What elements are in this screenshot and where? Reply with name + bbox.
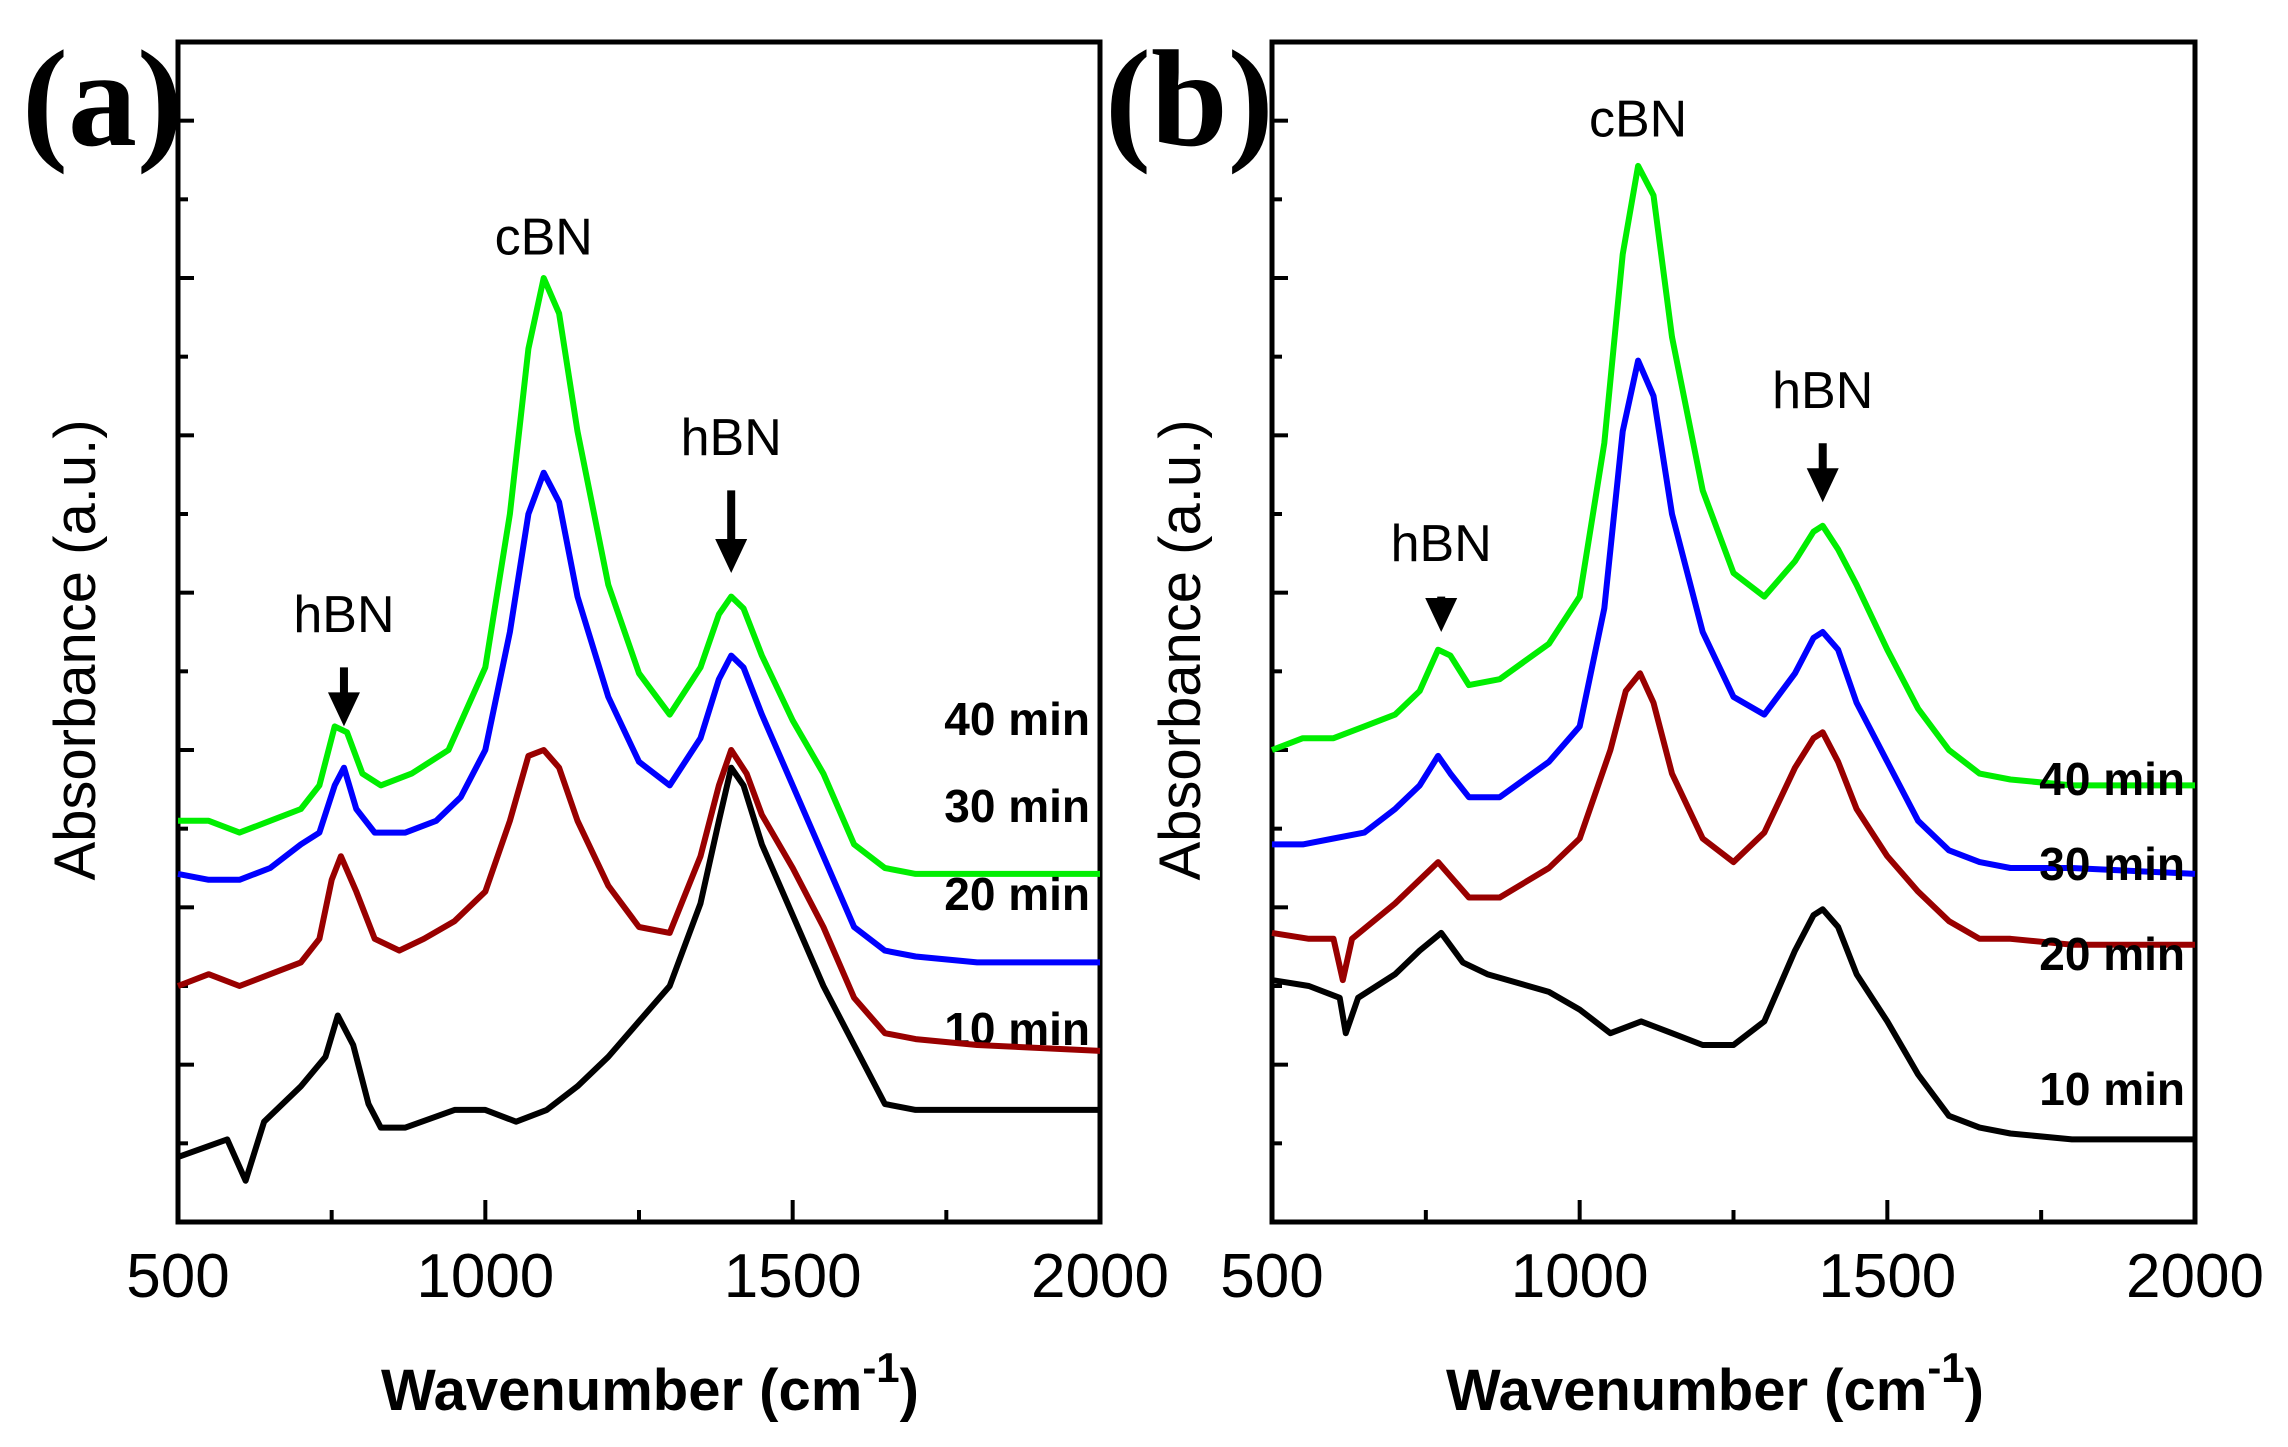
annotation-hbn-b: hBN bbox=[1391, 515, 1492, 573]
x-tick-label-b: 1000 bbox=[1511, 1242, 1649, 1311]
arrowhead-icon bbox=[1425, 598, 1458, 632]
arrowhead-icon bbox=[1806, 468, 1839, 503]
y-axis-label-a: Absorbance (a.u.) bbox=[43, 419, 108, 880]
series-line-20-min-a bbox=[176, 747, 1101, 1054]
x-tick-label-a: 1500 bbox=[724, 1242, 862, 1311]
series-line-10-min-a bbox=[176, 764, 1100, 1184]
arrowhead-icon bbox=[715, 539, 748, 573]
arrowhead-icon bbox=[327, 692, 360, 727]
panel-letter-b: (b) bbox=[1105, 22, 1274, 175]
annotation-hbn-b: hBN bbox=[1772, 362, 1873, 420]
series-label-20-min-b: 20 min bbox=[2039, 928, 2185, 980]
x-tick-label-a: 2000 bbox=[1031, 1242, 1169, 1311]
panel-letter-a: (a) bbox=[22, 22, 183, 175]
y-axis-label-b: Absorbance (a.u.) bbox=[1148, 419, 1213, 880]
x-axis-label-a: Wavenumber (cm-1) bbox=[381, 1344, 919, 1423]
annotation-hbn-a: hBN bbox=[293, 586, 394, 644]
x-tick-label-b: 500 bbox=[1220, 1242, 1323, 1311]
series-line-40-min-b bbox=[1270, 162, 2195, 789]
x-tick-label-b: 2000 bbox=[2126, 1242, 2264, 1311]
annotation-cbn-b: cBN bbox=[1589, 90, 1687, 148]
annotation-cbn-a: cBN bbox=[495, 208, 593, 266]
series-label-30-min-a: 30 min bbox=[944, 780, 1090, 832]
x-tick-label-a: 1000 bbox=[416, 1242, 554, 1311]
x-tick-label-b: 1500 bbox=[1818, 1242, 1956, 1311]
x-tick-label-a: 500 bbox=[126, 1242, 229, 1311]
series-label-30-min-b: 30 min bbox=[2039, 838, 2185, 890]
chart-panel-b: (b) Absorbance (a.u.) Wavenumber (cm-1) … bbox=[1105, 22, 2264, 1423]
series-line-30-min-a bbox=[177, 469, 1100, 966]
annotation-hbn-a: hBN bbox=[681, 409, 782, 467]
series-line-20-min-b bbox=[1271, 670, 2195, 984]
series-label-10-min-b: 10 min bbox=[2039, 1063, 2185, 1115]
series-line-10-min-b bbox=[1271, 906, 2195, 1143]
chart-panel-a: (a) Absorbance (a.u.) Wavenumber (cm-1) … bbox=[22, 22, 1169, 1423]
series-label-40-min-a: 40 min bbox=[944, 693, 1090, 745]
series-line-30-min-b bbox=[1272, 357, 2196, 877]
series-line-40-min-a bbox=[178, 275, 1100, 877]
x-axis-label-b: Wavenumber (cm-1) bbox=[1446, 1344, 1984, 1423]
series-label-40-min-b: 40 min bbox=[2039, 753, 2185, 805]
